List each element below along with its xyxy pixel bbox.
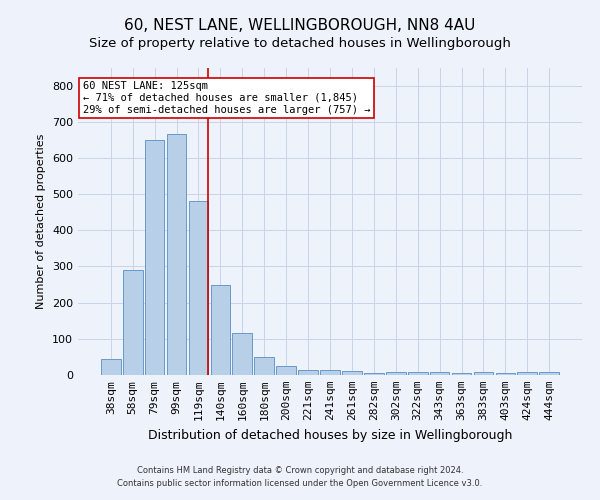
Bar <box>298 370 318 375</box>
Bar <box>167 134 187 375</box>
Bar <box>145 140 164 375</box>
Bar <box>408 372 428 375</box>
Text: Size of property relative to detached houses in Wellingborough: Size of property relative to detached ho… <box>89 38 511 51</box>
X-axis label: Distribution of detached houses by size in Wellingborough: Distribution of detached houses by size … <box>148 428 512 442</box>
Bar <box>276 366 296 375</box>
Bar <box>386 372 406 375</box>
Bar <box>452 373 472 375</box>
Bar <box>364 373 384 375</box>
Text: 60 NEST LANE: 125sqm
← 71% of detached houses are smaller (1,845)
29% of semi-de: 60 NEST LANE: 125sqm ← 71% of detached h… <box>83 82 371 114</box>
Bar <box>254 357 274 375</box>
Bar <box>473 372 493 375</box>
Bar <box>430 372 449 375</box>
Bar <box>232 334 252 375</box>
Bar <box>211 284 230 375</box>
Bar <box>123 270 143 375</box>
Text: Contains HM Land Registry data © Crown copyright and database right 2024.
Contai: Contains HM Land Registry data © Crown c… <box>118 466 482 487</box>
Bar <box>539 372 559 375</box>
Bar <box>496 373 515 375</box>
Y-axis label: Number of detached properties: Number of detached properties <box>37 134 46 309</box>
Bar <box>517 372 537 375</box>
Bar <box>320 370 340 375</box>
Bar <box>101 358 121 375</box>
Bar <box>342 372 362 375</box>
Bar <box>188 202 208 375</box>
Text: 60, NEST LANE, WELLINGBOROUGH, NN8 4AU: 60, NEST LANE, WELLINGBOROUGH, NN8 4AU <box>124 18 476 32</box>
